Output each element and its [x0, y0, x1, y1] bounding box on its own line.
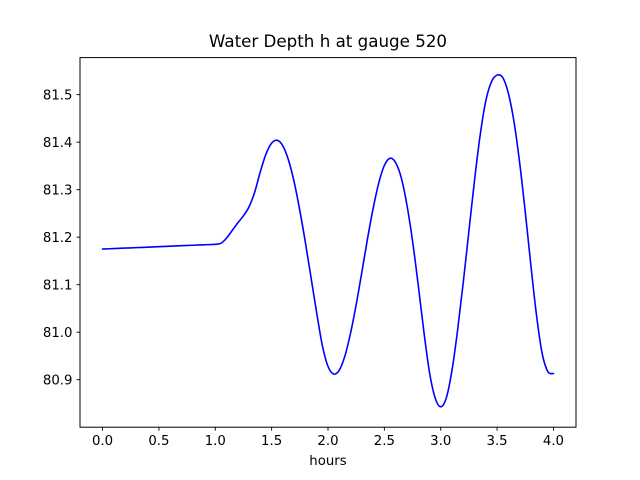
- y-tick-label: 81.0: [43, 326, 73, 341]
- x-tick-label: 2.5: [374, 434, 395, 449]
- y-tick-label: 80.9: [43, 373, 73, 388]
- x-tick-label: 1.0: [205, 434, 226, 449]
- x-tick-label: 0.0: [92, 434, 113, 449]
- y-tick-label: 81.4: [43, 136, 73, 151]
- chart-title: Water Depth h at gauge 520: [209, 31, 447, 51]
- y-tick-label: 81.2: [43, 231, 73, 246]
- x-tick-label: 0.5: [148, 434, 169, 449]
- x-tick-label: 2.0: [317, 434, 338, 449]
- x-tick-label: 1.5: [261, 434, 282, 449]
- series-line-water-depth-h: [101, 74, 555, 408]
- x-tick-label: 3.5: [487, 434, 508, 449]
- plot-area: 0.0 0.5 1.0 1.5 2.0 2.5 3.0 3.5 4.0 80.9 81.0 81.1 8…: [43, 57, 577, 449]
- y-tick-label: 81.5: [43, 88, 73, 103]
- x-axis-label: hours: [309, 454, 346, 469]
- y-tick-label: 81.1: [43, 278, 73, 293]
- plot-frame: [79, 57, 577, 428]
- x-tick-label: 3.0: [430, 434, 451, 449]
- y-tick-label: 81.3: [43, 183, 73, 198]
- x-tick-label: 4.0: [543, 434, 564, 449]
